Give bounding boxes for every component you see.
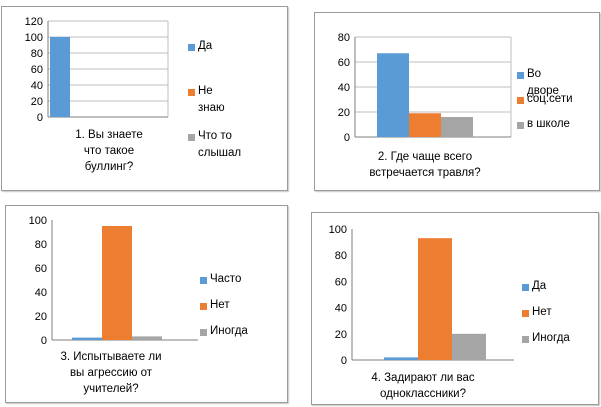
legend-item: Во дворе: [517, 68, 559, 100]
chart-caption: 2. Где чаще всего встречается травля?: [369, 151, 481, 179]
y-tick-label: 60: [335, 276, 347, 288]
legend-item: Да: [522, 280, 546, 295]
bar-1: [50, 37, 70, 117]
chart-caption: 4. Задирают ли вас одноклассники?: [371, 372, 475, 400]
legend-label: Нет: [532, 306, 552, 318]
legend-swatch: [517, 122, 524, 129]
legend-label: Да: [198, 40, 213, 52]
y-tick-label: 40: [335, 303, 347, 315]
y-tick-label: 80: [335, 250, 347, 262]
y-tick-label: 80: [338, 32, 350, 44]
chart-panel-1: 0 20 40 60 80 100 120 1. Вы знаете что такое бу…: [1, 6, 288, 191]
legend-label: Иногда: [532, 332, 570, 344]
legend-label: Во дворе: [527, 68, 559, 97]
bar-3: [132, 336, 162, 340]
bar-2: [409, 113, 441, 137]
y-tick-label: 0: [37, 112, 43, 124]
y-tick-label: 120: [25, 16, 43, 28]
y-tick-label: 20: [35, 311, 47, 323]
y-tick-label: 0: [41, 335, 47, 347]
chart-panel-2: 0 20 40 60 80 2. Где чаще всего встречается т…: [314, 12, 600, 191]
legend-swatch: [522, 336, 529, 343]
legend-item: в школе: [517, 118, 570, 133]
chart-caption: 3. Испытываете ли вы агрессию от учителе…: [60, 351, 162, 395]
legend-swatch: [200, 329, 207, 336]
legend-label: Да: [532, 280, 547, 292]
legend-swatch: [517, 97, 524, 104]
legend-label: Иногда: [210, 325, 248, 337]
y-tick-label: 40: [338, 82, 350, 94]
legend-item: Да: [188, 40, 212, 55]
legend-swatch: [188, 89, 195, 96]
y-tick-label: 20: [335, 329, 347, 341]
legend-swatch: [200, 303, 207, 310]
bar-2: [418, 238, 452, 360]
chart-svg: 0 20 40 60 80: [338, 32, 512, 144]
legend-item: Что то слышал: [188, 130, 241, 162]
y-tick-label: 60: [338, 57, 350, 69]
legend-swatch: [188, 44, 195, 51]
legend-item: Не знаю: [188, 85, 225, 117]
y-tick-label: 60: [35, 263, 47, 275]
y-tick-label: 100: [329, 224, 347, 236]
chart-svg: 0 20 40 60 80 100 120: [25, 16, 169, 124]
legend-label: Что то слышал: [198, 130, 242, 159]
legend-swatch: [522, 310, 529, 317]
bar-2: [102, 226, 132, 340]
bar-1: [377, 53, 409, 137]
legend-swatch: [522, 284, 529, 291]
chart-svg: 0 20 40 60 80 100: [329, 224, 514, 367]
legend-item: Иногда: [522, 332, 570, 347]
y-tick-label: 40: [31, 80, 43, 92]
y-tick-label: 0: [341, 355, 347, 367]
y-tick-label: 0: [344, 132, 350, 144]
legend-label: Не знаю: [198, 85, 225, 114]
legend-swatch: [517, 72, 524, 79]
y-tick-label: 20: [31, 96, 43, 108]
legend-swatch: [188, 134, 195, 141]
legend-label: Часто: [210, 273, 242, 285]
y-tick-label: 60: [31, 64, 43, 76]
y-tick-label: 20: [338, 107, 350, 119]
y-tick-label: 80: [35, 239, 47, 251]
bar-3: [452, 333, 486, 360]
y-tick-label: 100: [29, 215, 47, 227]
y-tick-label: 40: [35, 287, 47, 299]
chart-panel-3: 0 20 40 60 80 100 3. Испытываете ли вы агресси…: [5, 205, 288, 403]
y-tick-label: 80: [31, 48, 43, 60]
y-tick-label: 100: [25, 32, 43, 44]
chart-caption: 1. Вы знаете что такое буллинг?: [75, 129, 143, 173]
legend-swatch: [200, 277, 207, 284]
legend-item: Часто: [200, 273, 241, 288]
legend-item: Нет: [522, 306, 552, 321]
legend-item: Нет: [200, 299, 230, 314]
bar-3: [441, 117, 473, 137]
bar-1: [384, 357, 418, 360]
legend-item: соц.сети: [517, 93, 573, 108]
legend-label: соц.сети: [527, 93, 573, 105]
legend-item: Иногда: [200, 325, 248, 340]
legend-label: в школе: [527, 118, 570, 130]
chart-panel-4: 0 20 40 60 80 100 4. Задирают ли вас однокласс…: [311, 212, 599, 405]
chart-svg: 0 20 40 60 80 100: [29, 215, 198, 347]
bar-1: [72, 337, 102, 340]
legend-label: Нет: [210, 299, 230, 311]
